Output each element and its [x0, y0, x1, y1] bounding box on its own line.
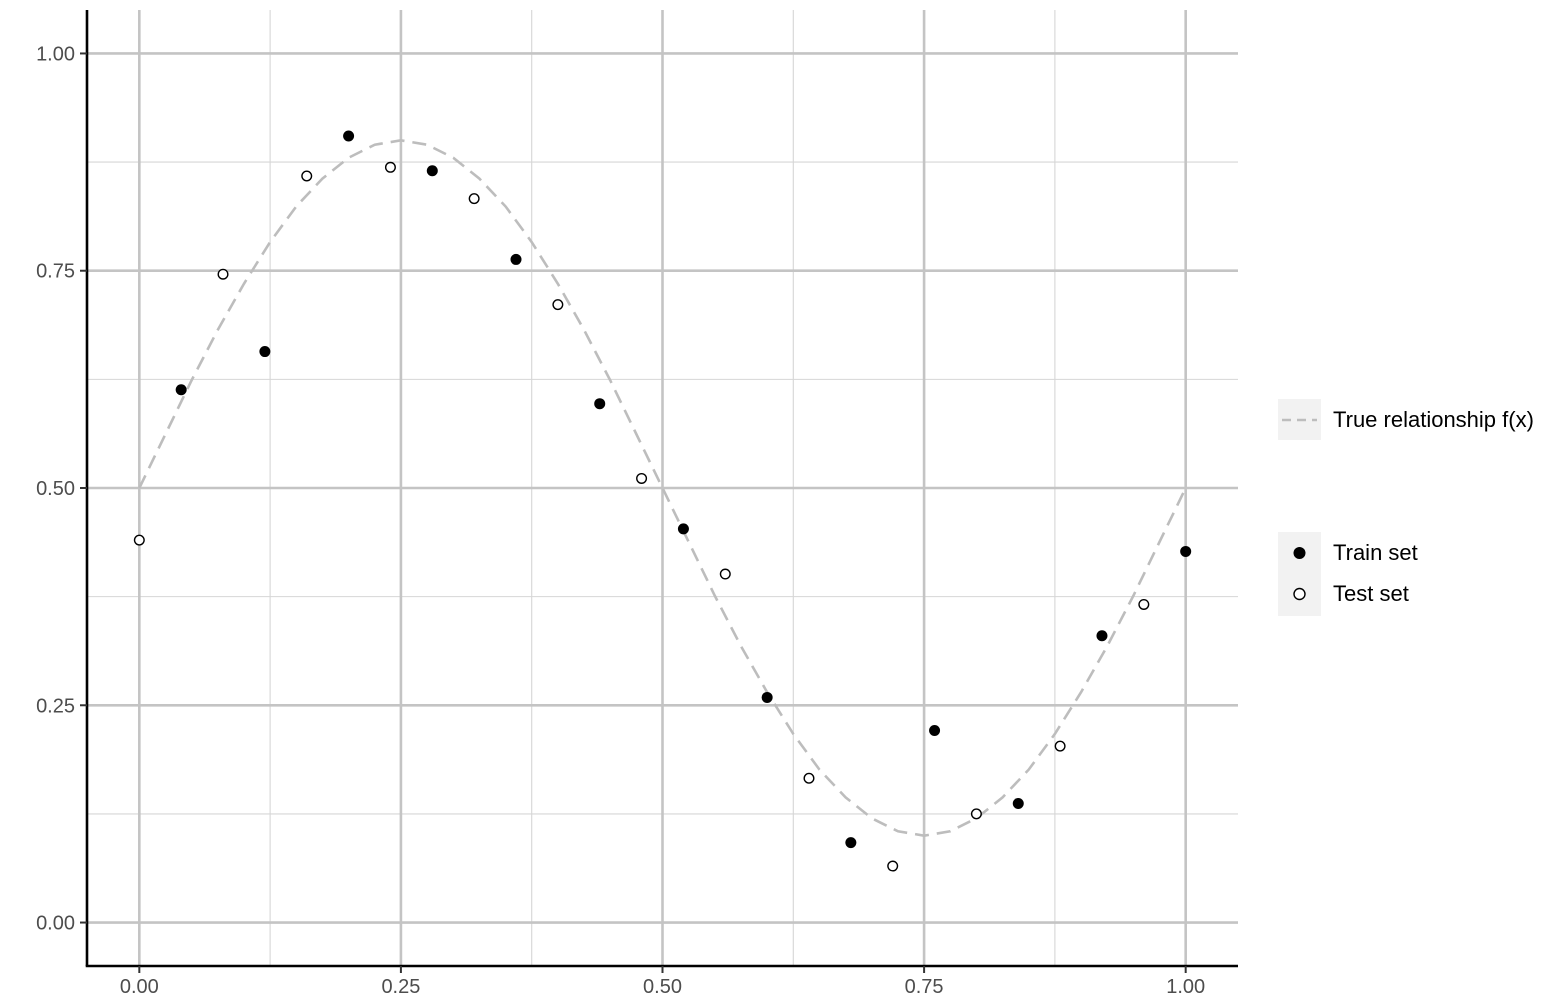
x-tick-label: 0.75: [905, 976, 944, 998]
test-point: [1138, 598, 1150, 610]
train-point: [426, 165, 438, 177]
legend-label-train-set: Train set: [1333, 540, 1418, 565]
x-tick-label: 0.00: [120, 976, 159, 998]
y-tick-label: 1.00: [36, 43, 75, 65]
legend-key-train-set: [1293, 547, 1306, 559]
test-point: [719, 568, 731, 580]
legend-key-test-set: [1293, 587, 1306, 601]
y-tick-label: 0.50: [36, 478, 75, 500]
train-point: [761, 691, 773, 703]
train-point: [343, 130, 355, 142]
x-tick-label: 0.50: [643, 976, 682, 998]
true-relationship-series: [138, 139, 1187, 837]
legend-points: Train set Test set: [1278, 532, 1418, 616]
test-point: [384, 161, 396, 173]
legend-label-true-relationship: True relationship f(x): [1333, 407, 1534, 432]
x-tick-label: 1.00: [1166, 976, 1205, 998]
y-tick-label: 0.25: [36, 695, 75, 717]
test-point: [133, 534, 145, 546]
y-tick-label: 0.75: [36, 261, 75, 283]
train-point: [845, 837, 857, 849]
train-point: [259, 346, 271, 358]
points-layer: [133, 130, 1192, 872]
train-point: [510, 253, 522, 265]
test-point: [552, 299, 564, 311]
test-point: [301, 170, 313, 182]
y-axis-ticks: 0.00 0.25 0.50 0.75 1.00: [36, 43, 87, 935]
train-point: [677, 523, 689, 535]
test-point: [803, 772, 815, 784]
train-point: [594, 398, 606, 410]
test-point: [970, 808, 982, 820]
x-axis-ticks: 0.00 0.25 0.50 0.75 1.00: [120, 966, 1205, 998]
x-tick-label: 0.25: [381, 976, 420, 998]
test-point: [1054, 740, 1066, 752]
train-point: [1012, 797, 1024, 809]
major-gridlines: [87, 10, 1238, 966]
train-point: [1096, 630, 1108, 642]
train-point: [1180, 545, 1192, 557]
test-point: [636, 472, 648, 484]
train-point: [175, 384, 187, 396]
legend-label-test-set: Test set: [1333, 581, 1409, 606]
train-point: [929, 724, 941, 736]
test-point: [468, 193, 480, 205]
legend-key-points-bg: [1278, 532, 1321, 616]
legend-line: True relationship f(x): [1278, 399, 1534, 440]
test-point: [217, 268, 229, 280]
test-point: [887, 860, 899, 872]
true-relationship-line: [138, 139, 1187, 837]
y-tick-label: 0.00: [36, 913, 75, 935]
